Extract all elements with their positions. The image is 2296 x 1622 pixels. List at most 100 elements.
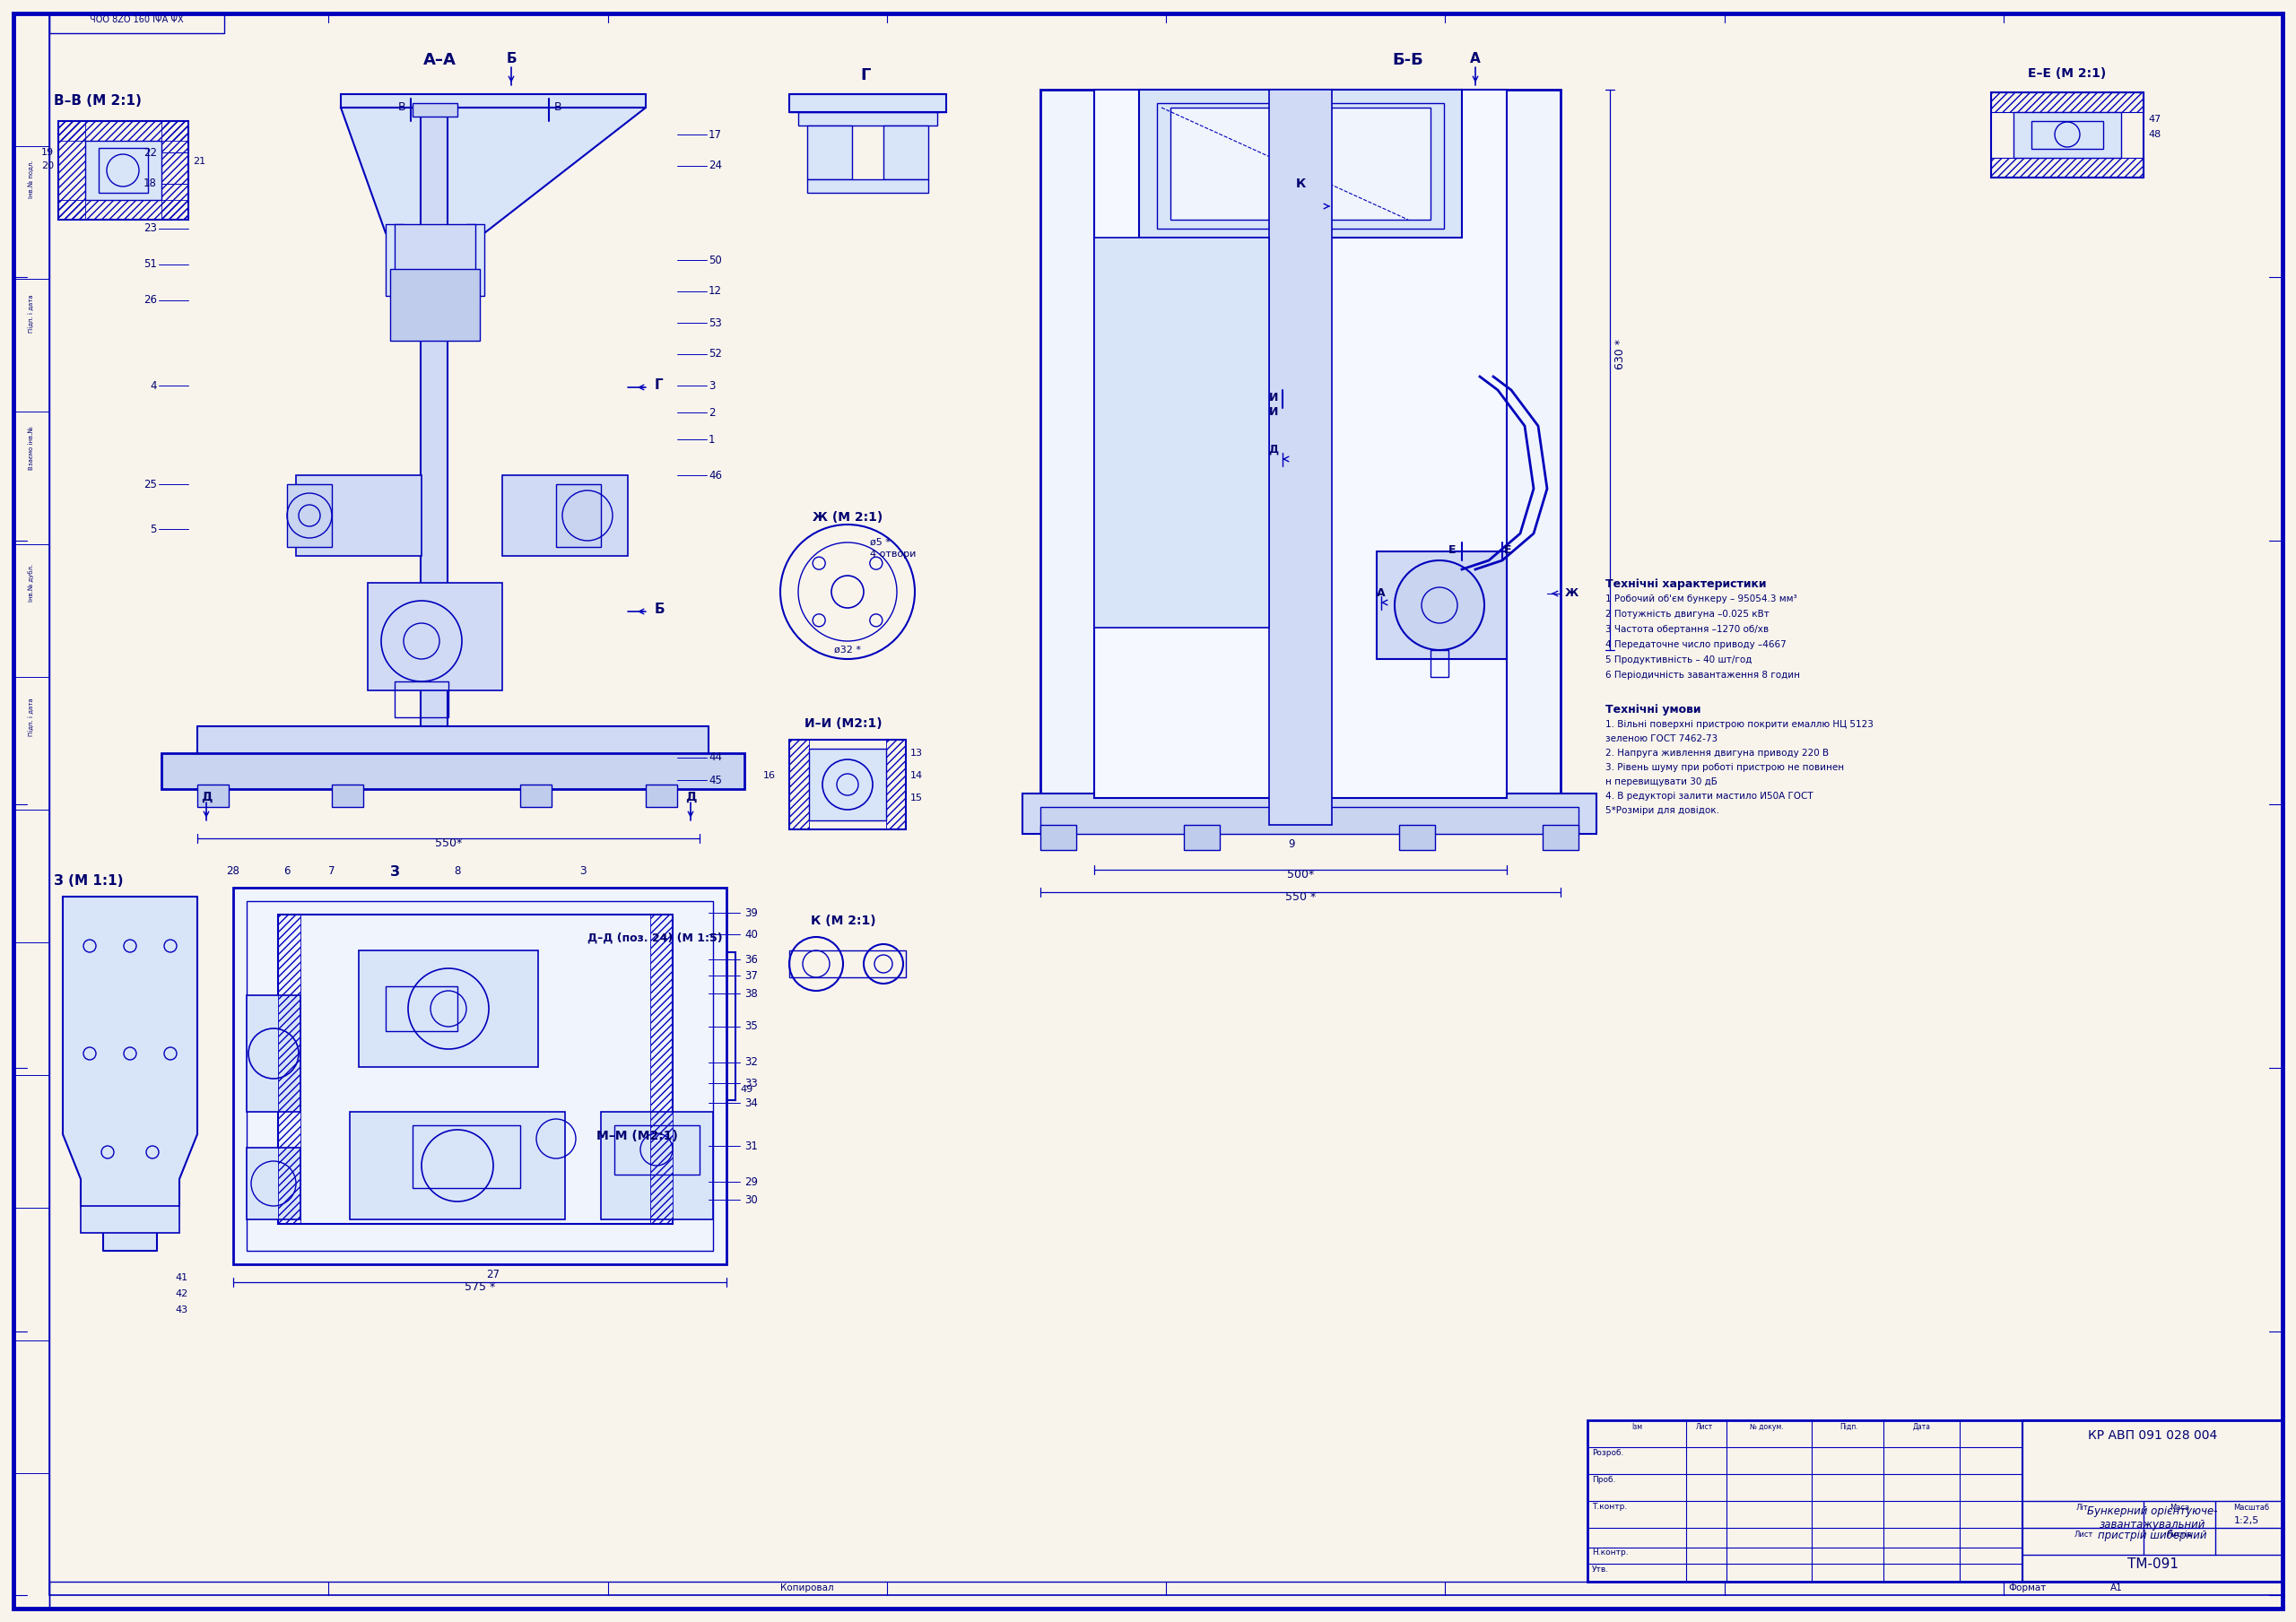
Text: 4 отвори: 4 отвори (870, 550, 916, 558)
Text: Маса: Маса (2170, 1504, 2190, 1512)
Text: 51: 51 (145, 258, 156, 271)
Text: Д–Д (поз. 24) (М 1:5): Д–Д (поз. 24) (М 1:5) (588, 933, 723, 944)
Bar (287, 485, 333, 547)
Text: З: З (579, 865, 585, 878)
Bar (367, 582, 503, 691)
Text: 16: 16 (762, 770, 776, 780)
Bar (886, 740, 907, 829)
Text: В: В (553, 101, 563, 114)
Text: 12: 12 (709, 285, 721, 297)
Bar (602, 1111, 714, 1220)
Bar (1040, 826, 1077, 850)
Bar (85, 141, 161, 200)
Text: Д: Д (200, 792, 211, 803)
Bar (569, 952, 735, 1100)
Text: К: К (1295, 177, 1306, 190)
Bar (161, 122, 188, 219)
Bar (161, 753, 744, 788)
Text: Технічні умови: Технічні умови (1605, 704, 1701, 715)
Bar (2014, 112, 2122, 157)
Bar (1040, 808, 1580, 834)
Bar (799, 112, 937, 125)
Text: 34: 34 (744, 1096, 758, 1109)
Text: 46: 46 (709, 469, 721, 482)
Bar (278, 915, 673, 1225)
Bar (1991, 157, 2144, 177)
Bar (420, 107, 448, 735)
Text: 500*: 500* (1286, 869, 1313, 881)
Bar (234, 887, 726, 1264)
Text: 550 *: 550 * (1286, 890, 1316, 903)
Text: 18: 18 (145, 178, 156, 190)
Bar (645, 785, 677, 808)
Polygon shape (340, 107, 645, 234)
Text: 30: 30 (744, 1194, 758, 1205)
Bar (1587, 1421, 2282, 1581)
Bar (677, 1150, 705, 1221)
Text: 48: 48 (2149, 130, 2161, 139)
Bar (1398, 826, 1435, 850)
Text: 52: 52 (709, 349, 721, 360)
Bar (615, 1126, 700, 1174)
Bar (2023, 1421, 2282, 1581)
Bar (246, 902, 714, 1251)
Text: 4 Передаточне число приводу –4667: 4 Передаточне число приводу –4667 (1605, 641, 1786, 649)
Bar (1095, 237, 1270, 628)
Text: Бункерний орієнтуюче-: Бункерний орієнтуюче- (2087, 1505, 2218, 1517)
Text: 2: 2 (709, 407, 716, 418)
Bar (808, 749, 886, 821)
Text: 23: 23 (145, 222, 156, 235)
Text: 28: 28 (227, 865, 239, 878)
Text: 42: 42 (174, 1289, 188, 1298)
Text: ø5 *: ø5 * (870, 539, 891, 547)
Text: 45: 45 (709, 774, 721, 787)
Text: 44: 44 (709, 753, 721, 764)
Text: 20: 20 (41, 162, 53, 170)
Bar (390, 269, 480, 341)
Text: 36: 36 (744, 954, 758, 965)
Text: 630 *: 630 * (1614, 339, 1626, 370)
Text: 26: 26 (142, 295, 156, 307)
Text: А: А (1469, 52, 1481, 65)
Text: Д: Д (684, 792, 696, 803)
Bar (14, 13, 48, 1609)
Bar (333, 785, 363, 808)
Text: 25: 25 (145, 478, 156, 490)
Text: 22: 22 (142, 146, 156, 159)
Text: Підп.: Підп. (1839, 1422, 1860, 1431)
Bar (48, 1581, 2282, 1609)
Text: Формат: Формат (2009, 1583, 2046, 1593)
Text: А: А (1378, 587, 1384, 599)
Bar (358, 950, 537, 1067)
Text: 29: 29 (744, 1176, 758, 1187)
Text: зеленою ГОСТ 7462-73: зеленою ГОСТ 7462-73 (1605, 735, 1717, 743)
Bar (1095, 89, 1506, 798)
Text: 8: 8 (455, 865, 461, 878)
Bar (1991, 92, 2144, 177)
Bar (503, 475, 627, 556)
Text: 41: 41 (177, 1273, 188, 1281)
Bar (790, 740, 808, 829)
Text: Копировал: Копировал (781, 1583, 833, 1593)
Text: И: И (1270, 406, 1279, 418)
Text: Ж: Ж (1566, 587, 1580, 599)
Text: К (М 2:1): К (М 2:1) (810, 915, 875, 928)
Text: 2. Напруга живлення двигуна приводу 220 В: 2. Напруга живлення двигуна приводу 220 … (1605, 749, 1830, 757)
Text: Д: Д (1267, 444, 1279, 456)
Text: 4. В редукторі залити мастило И50А ГОСТ: 4. В редукторі залити мастило И50А ГОСТ (1605, 792, 1814, 801)
Text: В: В (397, 101, 406, 114)
Bar (808, 180, 928, 193)
Text: 3 Частота обертання –1270 об/хв: 3 Частота обертання –1270 об/хв (1605, 624, 1768, 634)
Text: 47: 47 (2149, 115, 2161, 123)
Text: Н.контр.: Н.контр. (1591, 1549, 1628, 1557)
Bar (1185, 826, 1219, 850)
Bar (1157, 104, 1444, 229)
Bar (413, 104, 457, 117)
Text: Т.контр.: Т.контр. (1591, 1502, 1628, 1510)
Bar (650, 915, 673, 1225)
Text: 33: 33 (744, 1077, 758, 1088)
Bar (574, 1150, 705, 1221)
Text: И: И (1270, 393, 1279, 404)
Bar (197, 727, 709, 757)
Bar (602, 1161, 677, 1210)
